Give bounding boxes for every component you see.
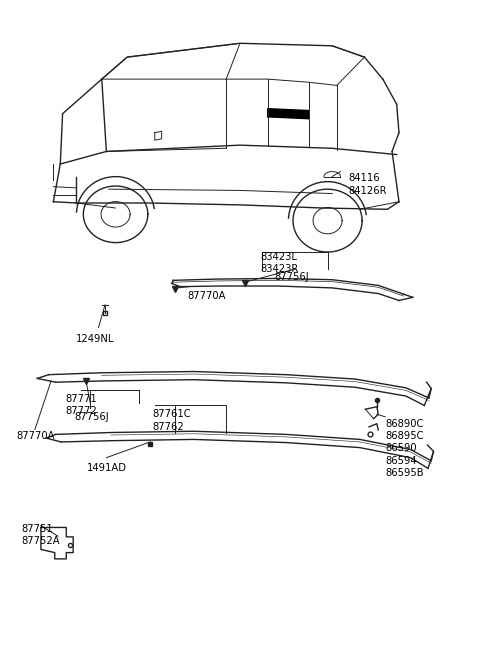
Text: 84116
84126R: 84116 84126R <box>348 174 387 196</box>
Text: 1491AD: 1491AD <box>87 462 127 473</box>
Text: 87756J: 87756J <box>74 413 109 422</box>
Text: 87756J: 87756J <box>275 272 309 282</box>
Text: 87770A: 87770A <box>187 291 226 301</box>
Text: 87771
87772: 87771 87772 <box>65 394 96 416</box>
Text: 87770A: 87770A <box>16 431 55 441</box>
Text: 86890C
86895C
86590
86594
86595B: 86890C 86895C 86590 86594 86595B <box>385 419 424 478</box>
Text: 87761C
87762: 87761C 87762 <box>153 409 191 432</box>
Text: 87751
87752A: 87751 87752A <box>21 524 60 546</box>
Text: 1249NL: 1249NL <box>76 334 114 344</box>
Polygon shape <box>268 109 309 119</box>
Text: 83423L
83423R: 83423L 83423R <box>261 252 299 274</box>
